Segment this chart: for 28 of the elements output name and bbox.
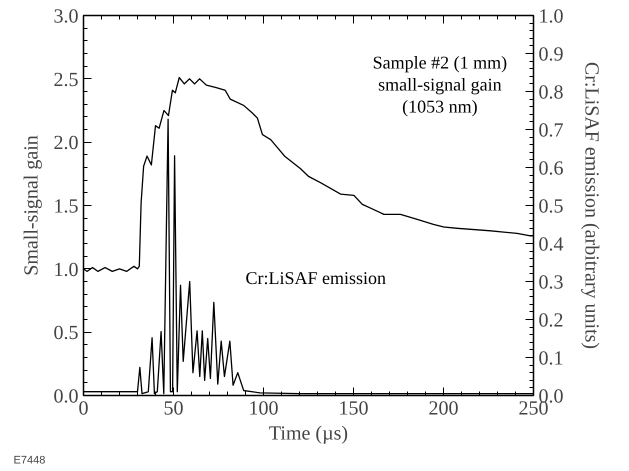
y2-tick-label: 0.5 <box>538 196 564 218</box>
y2-tick-label: 0.6 <box>538 158 564 180</box>
y2-axis-title: Cr:LiSAF emission (arbitrary units) <box>580 62 602 350</box>
y2-tick-label: 1.0 <box>538 6 564 28</box>
y2-tick-label: 0.7 <box>538 120 564 142</box>
x-tick-label: 0 <box>78 398 88 420</box>
x-tick-label: 150 <box>338 398 368 420</box>
y2-tick-label: 0.2 <box>538 310 564 332</box>
y-tick-label: 0.5 <box>54 322 78 344</box>
y-tick-label: 2.5 <box>54 68 78 91</box>
y-tick-label: 3.0 <box>54 6 78 28</box>
y-tick-label: 0.0 <box>54 386 78 408</box>
y-axis-title: Small-signal gain <box>20 135 42 276</box>
y2-tick-label: 0.3 <box>538 272 564 294</box>
x-tick-label: 100 <box>248 398 278 420</box>
series-label: Cr:LiSAF emission <box>246 268 386 288</box>
x-tick-label: 200 <box>428 398 458 420</box>
y2-tick-label: 0.4 <box>538 234 564 256</box>
y2-tick-label: 0.9 <box>538 44 564 66</box>
y-tick-label: 1.5 <box>54 196 78 218</box>
y-tick-label: 2.0 <box>54 132 78 154</box>
y-tick-label: 1.0 <box>54 258 78 281</box>
x-axis-title: Time (µs) <box>268 422 348 444</box>
y2-tick-label: 0.1 <box>538 348 564 370</box>
text: E7448 <box>14 454 46 466</box>
legend-label: Sample #2 (1 mm) small-signal gain (1053 nm) <box>372 52 508 116</box>
x-tick-label: 50 <box>164 398 184 420</box>
y2-tick-label: 0.8 <box>538 82 564 104</box>
